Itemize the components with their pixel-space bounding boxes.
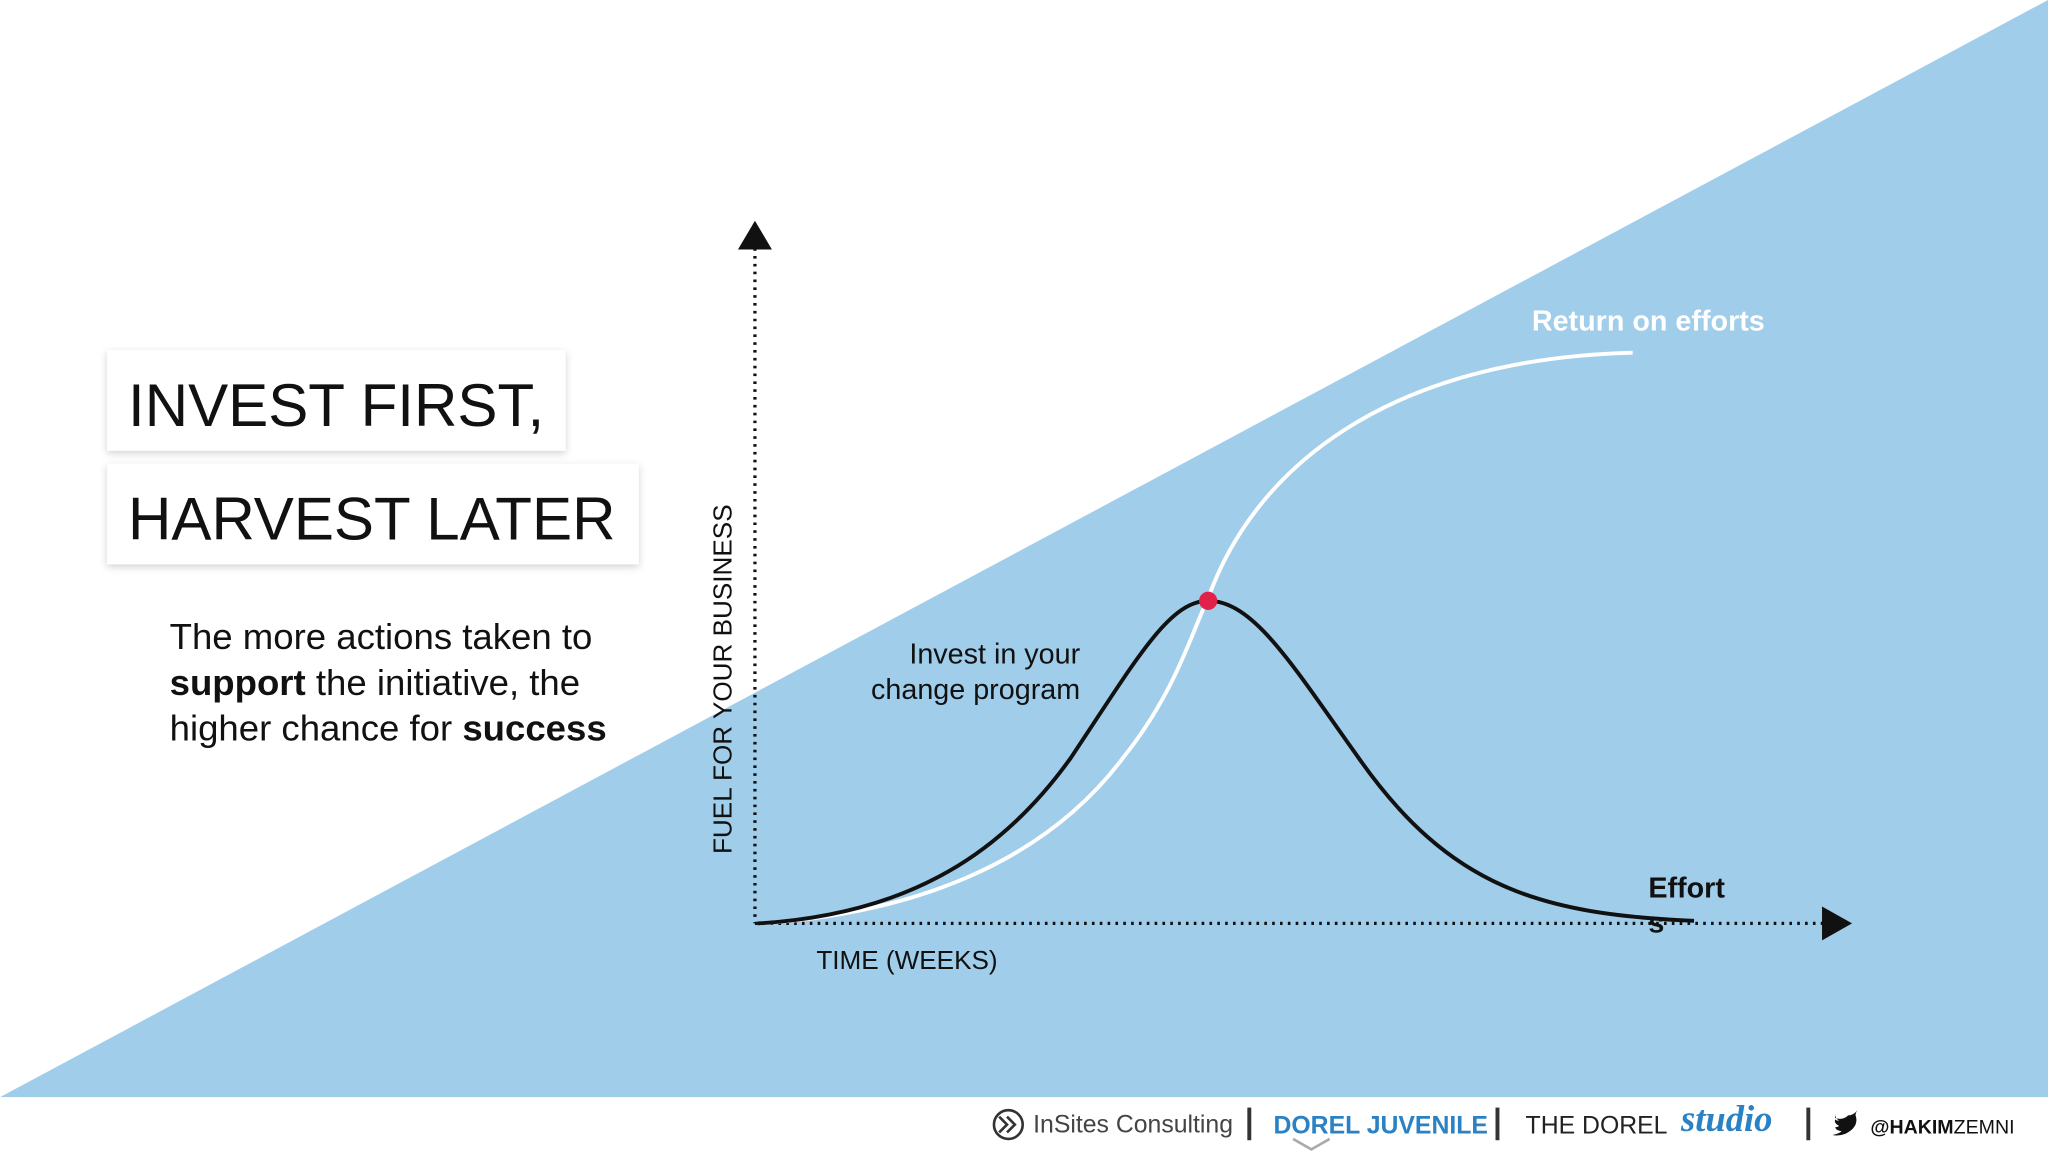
blue-triangle (0, 0, 2048, 1098)
body-run: support (170, 662, 306, 703)
invest-label: Invest in your (909, 639, 1080, 671)
footer-handle: @HAKIMZEMNI (1870, 1117, 2014, 1139)
title-line: HARVEST LATER (128, 485, 615, 552)
handle-run: ZEMNI (1954, 1117, 2015, 1139)
title-box (107, 350, 566, 451)
body-run: The more actions taken to (170, 616, 593, 657)
body-run: success (462, 708, 606, 749)
return-curve (757, 350, 1633, 926)
body-run: higher chance for (170, 708, 463, 749)
body-run: the initiative, the (306, 662, 580, 703)
insites-icon-arrows (998, 1115, 1017, 1134)
footer-separator (1247, 1107, 1252, 1141)
body-line: The more actions taken to (119, 616, 623, 657)
footer-insites: InSites Consulting (1033, 1111, 1233, 1138)
footer-studio: studio (1680, 1098, 1772, 1139)
handle-run: HAKIM (1889, 1117, 1953, 1139)
footer-separator (1495, 1107, 1500, 1141)
handle-run: @ (1870, 1117, 1889, 1139)
title-box (107, 463, 639, 565)
efforts-label: Effort (1648, 872, 1725, 904)
insites-icon (992, 1108, 1024, 1141)
footer-separator (1806, 1107, 1811, 1141)
footer-dorel-juvenile: DOREL JUVENILE (1273, 1113, 1488, 1140)
x-axis-label: TIME (WEEKS) (816, 945, 997, 975)
y-axis-label: FUEL FOR YOUR BUSINESS (707, 504, 737, 854)
body-line: support the initiative, the (119, 662, 611, 703)
efforts-label: s (1648, 908, 1664, 940)
twitter-icon (1832, 1110, 1858, 1136)
invest-label: change program (871, 674, 1080, 706)
x-arrow (1822, 906, 1853, 941)
return-label: Return on efforts (1532, 305, 1765, 337)
body-line: higher chance for success (119, 708, 637, 749)
intersection-dot (1199, 591, 1218, 610)
footer-the-dorel: THE DOREL (1526, 1113, 1668, 1140)
title-line: INVEST FIRST, (128, 372, 544, 439)
dorel-chevron (1292, 1137, 1331, 1151)
y-arrow (737, 220, 772, 250)
